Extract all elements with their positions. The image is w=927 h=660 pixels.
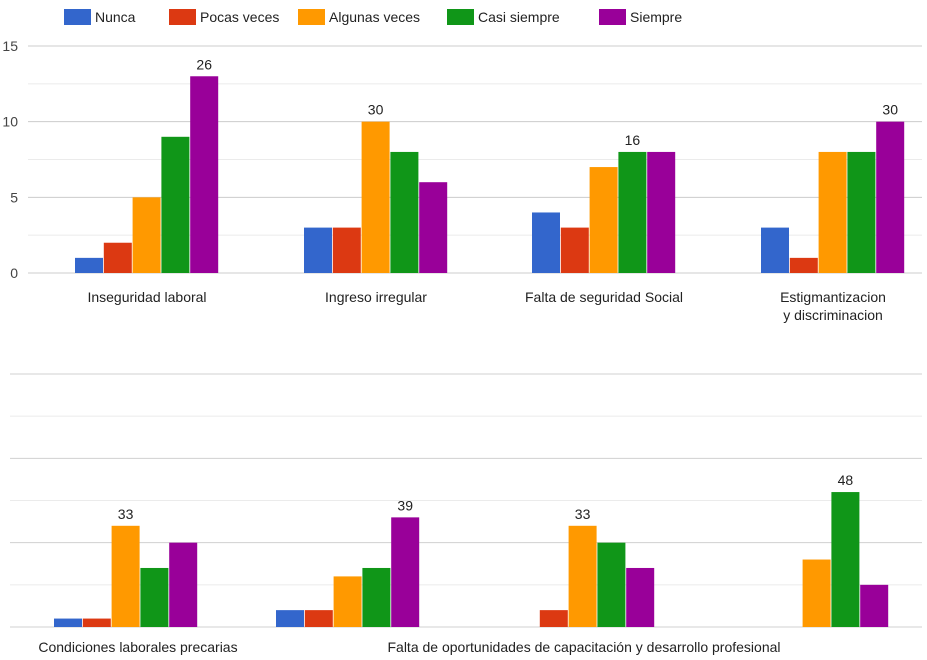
data-label: 30: [368, 102, 384, 118]
bar-bottom-1-1: [305, 610, 333, 627]
bar-bottom-2-4: [626, 568, 654, 627]
y-tick-label: 0: [10, 265, 18, 281]
bar-bottom-2-3: [597, 543, 625, 627]
y-tick-label: 15: [2, 38, 18, 54]
chart-bottom: Condiciones laborales precarias Falta de …: [10, 374, 922, 655]
y-tick-label: 5: [10, 189, 18, 205]
legend-swatch-3: [447, 9, 474, 25]
bar-top-2-1: [561, 228, 589, 273]
bar-bottom-0-2: [112, 526, 140, 627]
bar-bottom-2-1: [540, 610, 568, 627]
bar-top-0-4: [190, 76, 218, 273]
bar-top-0-3: [161, 137, 189, 273]
bar-top-2-4: [647, 152, 675, 273]
category-label: Falta de oportunidades de capacitación y…: [387, 639, 780, 655]
data-label: 33: [118, 506, 134, 522]
bar-bottom-1-2: [334, 576, 362, 627]
legend: Nunca Pocas veces Algunas veces Casi siempr…: [64, 9, 682, 25]
category-label: Inseguridad laboral: [87, 289, 206, 305]
category-label: Estigmantizacion: [780, 289, 886, 305]
data-label: 16: [625, 132, 641, 148]
bar-top-1-1: [333, 228, 361, 273]
bar-bottom-3-2: [803, 560, 831, 627]
bar-bottom-3-4: [860, 585, 888, 627]
bar-bottom-0-1: [83, 619, 111, 627]
bar-top-1-4: [419, 182, 447, 273]
bar-top-3-4: [876, 122, 904, 273]
bar-top-1-3: [390, 152, 418, 273]
legend-swatch-4: [599, 9, 626, 25]
data-label: 48: [838, 472, 854, 488]
bar-top-2-0: [532, 212, 560, 273]
data-label: 26: [196, 56, 212, 72]
bar-top-2-3: [618, 152, 646, 273]
bar-bottom-0-3: [140, 568, 168, 627]
legend-label-4: Siempre: [630, 9, 682, 25]
bar-top-0-0: [75, 258, 103, 273]
bar-top-1-2: [362, 122, 390, 273]
legend-swatch-2: [298, 9, 325, 25]
category-label: Falta de seguridad Social: [525, 289, 683, 305]
bar-top-3-0: [761, 228, 789, 273]
category-label: y discriminacion: [783, 307, 883, 323]
bar-top-1-0: [304, 228, 332, 273]
y-tick-label: 10: [2, 114, 18, 130]
legend-label-0: Nunca: [95, 9, 136, 25]
bar-bottom-0-0: [54, 619, 82, 627]
bar-top-0-1: [104, 243, 132, 273]
data-label: 39: [397, 497, 413, 513]
bar-bottom-0-4: [169, 543, 197, 627]
bar-top-0-2: [133, 197, 161, 273]
category-label: Condiciones laborales precarias: [38, 639, 237, 655]
bar-top-3-3: [847, 152, 875, 273]
data-label: 33: [575, 506, 591, 522]
legend-swatch-0: [64, 9, 91, 25]
legend-label-1: Pocas veces: [200, 9, 279, 25]
bar-top-2-2: [590, 167, 618, 273]
bar-bottom-3-3: [831, 492, 859, 627]
bar-bottom-1-0: [276, 610, 304, 627]
chart-top: 0 5 10 15 Inseguridad laboral Ingreso irregul…: [2, 38, 922, 323]
legend-swatch-1: [169, 9, 196, 25]
bar-bottom-2-2: [569, 526, 597, 627]
bar-top-3-2: [819, 152, 847, 273]
bar-top-3-1: [790, 258, 818, 273]
legend-label-3: Casi siempre: [478, 9, 560, 25]
data-label: 30: [882, 102, 898, 118]
legend-label-2: Algunas veces: [329, 9, 420, 25]
bar-bottom-1-3: [362, 568, 390, 627]
bar-bottom-1-4: [391, 517, 419, 627]
category-label: Ingreso irregular: [325, 289, 427, 305]
